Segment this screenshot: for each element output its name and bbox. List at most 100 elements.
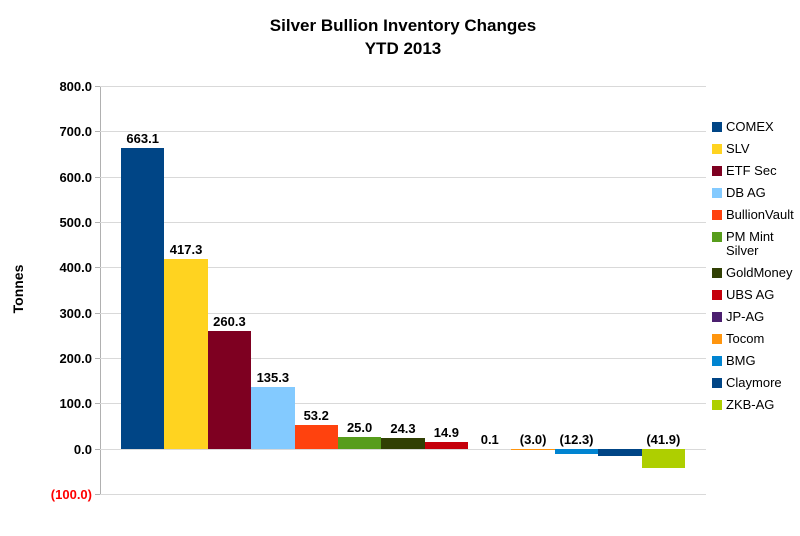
- legend-label: ZKB-AG: [726, 397, 775, 412]
- gridline: [100, 222, 706, 223]
- legend-color-swatch: [712, 166, 722, 176]
- legend-label: ETF Sec: [726, 163, 777, 178]
- legend-color-swatch: [712, 268, 722, 278]
- legend-item-pm-mint-silver: PM Mint Silver: [712, 230, 798, 258]
- bar-value-label: 0.1: [480, 431, 499, 447]
- legend-label: JP-AG: [726, 309, 765, 324]
- y-axis-tick: [95, 358, 100, 359]
- bar-value-label: 24.3: [390, 420, 416, 436]
- chart-subtitle: YTD 2013: [364, 39, 442, 58]
- legend-label: GoldMoney: [726, 265, 793, 280]
- gridline: [100, 358, 706, 359]
- bar-claymore: [598, 448, 642, 456]
- bar-goldmoney: [381, 437, 425, 449]
- y-axis-tick-label: 700.0: [59, 124, 92, 140]
- bar-value-label: 14.9: [433, 424, 460, 440]
- legend-label: PM Mint Silver: [726, 229, 774, 258]
- legend: COMEX SLV ETF Sec DB AG BullionVault PM Mint …: [712, 120, 798, 412]
- y-axis-tick: [95, 494, 100, 495]
- legend-label: DB AG: [726, 185, 766, 200]
- legend-color-swatch: [712, 356, 722, 366]
- legend-label: BullionVault: [726, 207, 794, 222]
- legend-label: UBS AG: [726, 287, 775, 302]
- bar-value-label: (41.9): [646, 431, 681, 447]
- legend-item-bmg: BMG: [712, 354, 798, 368]
- bar-value-label: (3.0): [519, 431, 547, 447]
- legend-color-swatch: [712, 232, 722, 242]
- legend-item-bullionvault: BullionVault: [712, 208, 798, 222]
- bar-value-label: (12.3): [559, 431, 594, 447]
- y-axis-tick: [95, 403, 100, 405]
- gridline: [100, 267, 706, 269]
- legend-item-goldmoney: GoldMoney: [712, 266, 798, 280]
- legend-item-slv: SLV: [712, 142, 798, 156]
- legend-color-swatch: [712, 312, 722, 322]
- bar-etf-sec: [207, 330, 252, 449]
- plot-area: 663.1 417.3 260.3 135.3 53.2 25.0 24.3 14.9 0.1 (…: [100, 86, 706, 495]
- bar-value-label: 135.3: [256, 370, 290, 386]
- legend-item-tocom: Tocom: [712, 332, 798, 346]
- y-axis-tick: [95, 222, 100, 223]
- bar-value-label: 417.3: [169, 242, 203, 258]
- bar-slv: [164, 259, 208, 449]
- gridline: [100, 86, 706, 87]
- y-axis-tick: [95, 176, 100, 178]
- bar-comex: [121, 148, 165, 449]
- gridline: [100, 312, 706, 314]
- y-axis-tick: [95, 448, 100, 450]
- bar-value-label: 25.0: [346, 420, 373, 436]
- y-axis-line: [100, 86, 101, 495]
- legend-item-ubs-ag: UBS AG: [712, 288, 798, 302]
- legend-item-etf-sec: ETF Sec: [712, 164, 798, 178]
- legend-item-comex: COMEX: [712, 120, 798, 134]
- bar-value-label: 53.2: [303, 407, 329, 423]
- y-axis-tick-label: 200.0: [59, 351, 92, 366]
- y-axis-tick-label: 800.0: [59, 79, 92, 94]
- legend-color-swatch: [712, 290, 722, 300]
- gridline: [100, 494, 706, 495]
- gridline: [100, 176, 706, 178]
- gridline: [100, 448, 706, 450]
- bar-bmg: [554, 448, 599, 455]
- y-axis-tick-label: (100.0): [50, 487, 92, 502]
- bar-ubs-ag: [424, 441, 469, 449]
- y-axis-tick-label: 100.0: [59, 396, 92, 412]
- chart-title-block: Silver Bullion Inventory Changes YTD 201…: [100, 14, 706, 60]
- legend-item-claymore: Claymore: [712, 376, 798, 390]
- chart-title: Silver Bullion Inventory Changes: [269, 16, 537, 35]
- legend-color-swatch: [712, 188, 722, 198]
- legend-color-swatch: [712, 334, 722, 344]
- legend-color-swatch: [712, 122, 722, 132]
- bar-pm-mint-silver: [337, 437, 382, 449]
- y-axis-tick-label: 600.0: [59, 169, 92, 185]
- y-axis-tick-label: 500.0: [59, 215, 92, 230]
- legend-color-swatch: [712, 210, 722, 220]
- legend-item-jp-ag: JP-AG: [712, 310, 798, 324]
- bar-value-label: 260.3: [213, 313, 246, 329]
- y-axis-tick-label: 0.0: [73, 441, 92, 457]
- y-axis-tick-label: 300.0: [59, 305, 92, 321]
- legend-color-swatch: [712, 400, 722, 410]
- legend-label: COMEX: [726, 119, 774, 134]
- y-axis-tick: [95, 131, 100, 133]
- bar-bullionvault: [294, 424, 338, 449]
- bar-db-ag: [251, 387, 295, 449]
- legend-label: Claymore: [726, 375, 782, 390]
- legend-label: SLV: [726, 141, 750, 156]
- y-axis-tick: [95, 312, 100, 314]
- y-axis-title: Tonnes: [10, 264, 26, 314]
- legend-item-db-ag: DB AG: [712, 186, 798, 200]
- legend-item-zkb-ag: ZKB-AG: [712, 398, 798, 412]
- gridline: [100, 131, 706, 133]
- legend-color-swatch: [712, 378, 722, 388]
- bar-value-label: 663.1: [126, 131, 159, 147]
- bar-zkb-ag: [641, 448, 685, 468]
- legend-color-swatch: [712, 144, 722, 154]
- y-axis-tick: [95, 86, 100, 87]
- gridline: [100, 403, 706, 405]
- y-axis-tick-label: 400.0: [59, 260, 92, 276]
- y-axis-tick: [95, 267, 100, 269]
- legend-label: BMG: [726, 353, 756, 368]
- bar-tocom: [511, 448, 555, 451]
